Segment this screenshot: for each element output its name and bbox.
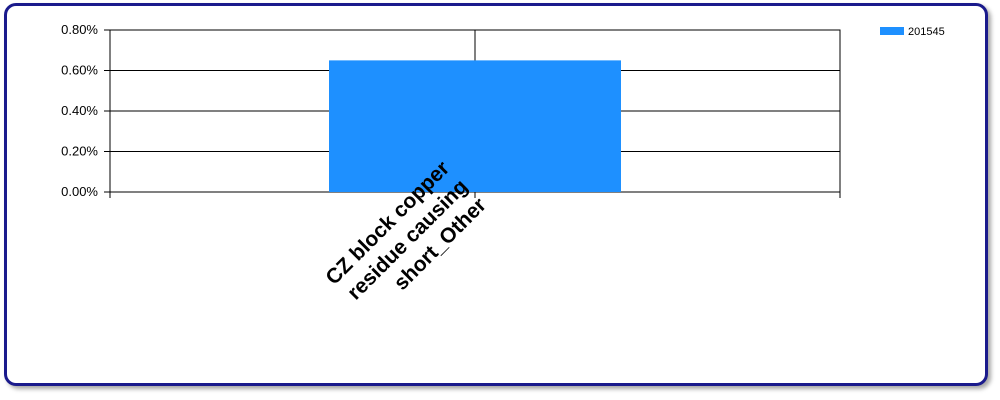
y-tick-label: 0.40% — [61, 103, 98, 118]
bar — [329, 60, 621, 192]
y-tick-label: 0.60% — [61, 63, 98, 78]
legend: 201545 — [880, 26, 945, 38]
legend-swatch — [880, 27, 904, 35]
y-tick-label: 0.20% — [61, 144, 98, 159]
legend-label: 201545 — [908, 26, 945, 38]
y-tick-label: 0.00% — [61, 184, 98, 199]
axis-layer — [109, 192, 841, 198]
y-tick-label: 0.80% — [61, 22, 98, 37]
bar-layer — [329, 60, 621, 192]
